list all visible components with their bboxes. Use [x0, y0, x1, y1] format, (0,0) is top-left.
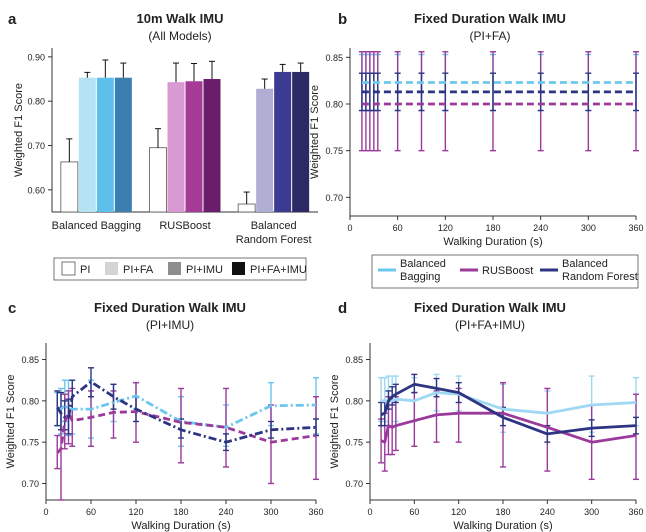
x-tick-label: 300 — [584, 507, 599, 517]
y-tick-label: 0.90 — [27, 52, 45, 62]
bar — [149, 147, 167, 213]
bar — [185, 81, 203, 212]
legend-b-label-rf-2: Random Forest — [562, 271, 638, 283]
x-tick-label: 300 — [581, 223, 596, 233]
x-tick-label: 360 — [308, 507, 323, 517]
bar — [256, 88, 274, 212]
panel-d-title: Fixed Duration Walk IMU — [414, 300, 566, 315]
bar — [60, 161, 79, 213]
panel-b-letter: b — [338, 11, 347, 28]
x-tick-label: 60 — [393, 223, 403, 233]
y-tick-label: 0.85 — [345, 355, 363, 365]
legend-a-label-pi: PI — [80, 264, 90, 276]
x-category-label: Random Forest — [236, 234, 312, 246]
legend-b-box — [371, 254, 639, 289]
legend-a: PI PI+FA PI+IMU PI+FA+IMU — [53, 257, 307, 281]
x-category-label: Balanced — [251, 220, 297, 232]
bar — [274, 71, 292, 212]
x-tick-label: 120 — [128, 507, 143, 517]
line-chart-panel-d: 0.70 0.75 0.80 0.85 0 60 120 180 240 300 360 Walkin… — [329, 343, 644, 532]
y-tick-label: 0.70 — [21, 479, 39, 489]
x-tick-label: 0 — [43, 507, 48, 517]
x-tick-label: 300 — [263, 507, 278, 517]
x-tick-label: 60 — [86, 507, 96, 517]
legend-b: Balanced Bagging RUSBoost Balanced Rando… — [371, 254, 639, 289]
y-tick-label: 0.70 — [345, 479, 363, 489]
y-tick-label: 0.80 — [27, 97, 45, 107]
series-line — [57, 394, 317, 429]
panel-c-subtitle: (PI+IMU) — [146, 318, 194, 332]
panel-a-subtitle: (All Models) — [148, 29, 211, 43]
legend-a-swatch-pifaimu — [232, 262, 245, 275]
legend-b-label-bagging-2: Bagging — [400, 271, 440, 283]
x-tick-label: 180 — [485, 223, 500, 233]
legend-a-label-pifaimu: PI+FA+IMU — [250, 264, 307, 276]
y-tick-label: 0.80 — [325, 100, 343, 110]
x-tick-label: 180 — [173, 507, 188, 517]
series-line — [380, 382, 637, 436]
y-axis-title: Weighted F1 Score — [309, 85, 321, 179]
x-tick-label: 240 — [533, 223, 548, 233]
y-tick-label: 0.85 — [325, 53, 343, 63]
legend-a-swatch-pifa — [105, 262, 118, 275]
bar — [237, 203, 256, 213]
y-axis-title: Weighted F1 Score — [329, 375, 341, 469]
y-tick-label: 0.70 — [27, 141, 45, 151]
legend-b-label-bagging-1: Balanced — [400, 258, 446, 270]
y-tick-label: 0.75 — [325, 146, 343, 156]
x-axis-title: Walking Duration (s) — [453, 520, 552, 532]
panel-c-title: Fixed Duration Walk IMU — [94, 300, 246, 315]
x-tick-label: 60 — [409, 507, 419, 517]
y-tick-label: 0.85 — [21, 355, 39, 365]
panel-b-title: Fixed Duration Walk IMU — [414, 11, 566, 26]
x-tick-label: 0 — [347, 223, 352, 233]
panel-c-letter: c — [8, 300, 16, 317]
line-chart-panel-b: 0.70 0.75 0.80 0.85 0 60 120 180 240 300 360 Walkin… — [309, 48, 644, 248]
bar — [167, 82, 185, 212]
y-tick-label: 0.60 — [27, 185, 45, 195]
bar — [96, 77, 114, 212]
x-tick-label: 240 — [218, 507, 233, 517]
bar-chart-panel-a: 0.60 0.70 0.80 0.90 Weighted F1 Score Balance… — [13, 48, 318, 246]
bar — [114, 77, 132, 212]
y-tick-label: 0.70 — [325, 193, 343, 203]
series-line — [380, 411, 637, 444]
panel-d-subtitle: (PI+FA+IMU) — [455, 318, 525, 332]
bar — [292, 71, 310, 212]
legend-a-label-pifa: PI+FA — [123, 264, 154, 276]
panel-d-letter: d — [338, 300, 347, 317]
x-tick-label: 180 — [495, 507, 510, 517]
x-axis-title: Walking Duration (s) — [443, 236, 542, 248]
bar — [78, 77, 96, 212]
y-tick-label: 0.75 — [21, 438, 39, 448]
y-axis-title: Weighted F1 Score — [5, 375, 17, 469]
x-tick-label: 120 — [438, 223, 453, 233]
x-tick-label: 0 — [367, 507, 372, 517]
x-tick-label: 240 — [540, 507, 555, 517]
line-chart-panel-c: 0.70 0.75 0.80 0.85 0 60 120 180 240 300 360 Walkin… — [5, 343, 324, 532]
legend-b-label-rusboost: RUSBoost — [482, 265, 533, 277]
bar — [203, 79, 221, 212]
legend-a-swatch-pi — [61, 261, 76, 276]
series-line — [56, 380, 317, 444]
x-category-label: Balanced Bagging — [52, 220, 141, 232]
y-tick-label: 0.80 — [21, 396, 39, 406]
x-axis-title: Walking Duration (s) — [131, 520, 230, 532]
y-tick-label: 0.75 — [345, 438, 363, 448]
legend-b-label-rf-1: Balanced — [562, 258, 608, 270]
panel-a-letter: a — [8, 11, 17, 28]
x-tick-label: 360 — [628, 507, 643, 517]
legend-a-swatch-piimu — [168, 262, 181, 275]
x-tick-label: 120 — [451, 507, 466, 517]
series-line — [381, 391, 637, 415]
series-line — [56, 410, 317, 454]
panel-a-title: 10m Walk IMU — [137, 11, 224, 26]
x-category-label: RUSBoost — [159, 220, 210, 232]
legend-a-label-piimu: PI+IMU — [186, 264, 223, 276]
panel-b-subtitle: (PI+FA) — [469, 29, 510, 43]
y-tick-label: 0.80 — [345, 396, 363, 406]
x-tick-label: 360 — [628, 223, 643, 233]
y-axis-title: Weighted F1 Score — [13, 83, 25, 177]
